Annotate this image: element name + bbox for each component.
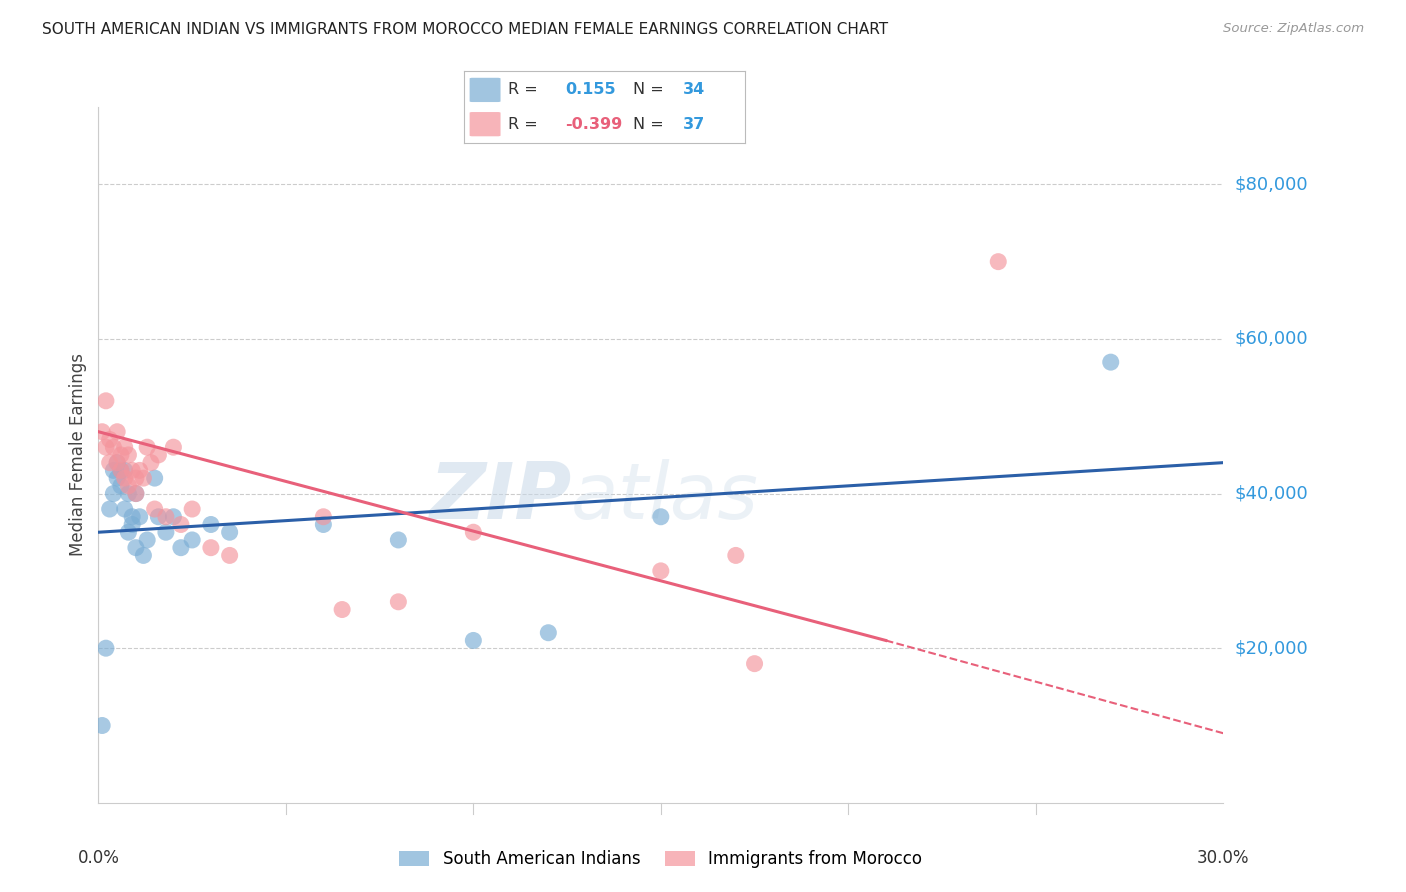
Point (650, 509, 672, 524)
Point (125, 541, 148, 555)
Point (103, 440, 125, 454)
Point (94, 393, 117, 408)
Point (114, 471, 136, 485)
Point (91, 718, 114, 732)
Point (170, 517, 193, 532)
Point (162, 509, 184, 524)
Point (132, 549, 155, 563)
Text: $20,000: $20,000 (1234, 640, 1308, 657)
Point (121, 517, 143, 532)
Point (117, 479, 139, 493)
Point (463, 525, 485, 540)
Text: $40,000: $40,000 (1234, 484, 1308, 502)
Point (200, 517, 222, 532)
Point (103, 463, 125, 477)
Point (103, 486, 125, 500)
Point (143, 502, 166, 516)
Text: 0.155: 0.155 (565, 82, 616, 97)
Point (132, 471, 155, 485)
Point (148, 509, 170, 524)
Point (155, 509, 177, 524)
Point (117, 448, 139, 462)
Point (128, 509, 150, 524)
Y-axis label: Median Female Earnings: Median Female Earnings (69, 353, 87, 557)
Point (170, 541, 193, 555)
Text: -0.399: -0.399 (565, 117, 623, 132)
Text: N =: N = (633, 82, 664, 97)
Point (387, 595, 409, 609)
Point (98, 456, 121, 470)
Point (1099, 355, 1122, 369)
Text: ZIP: ZIP (429, 458, 571, 534)
Point (105, 456, 128, 470)
Text: atlas: atlas (571, 458, 759, 534)
Point (312, 509, 335, 524)
Point (139, 456, 162, 470)
Point (330, 602, 353, 616)
Text: 37: 37 (683, 117, 706, 132)
FancyBboxPatch shape (470, 78, 501, 102)
Point (117, 525, 139, 540)
Point (125, 486, 148, 500)
Point (744, 657, 766, 671)
Point (312, 517, 335, 532)
Point (155, 525, 177, 540)
Point (110, 463, 132, 477)
Point (537, 625, 560, 640)
Point (91, 425, 114, 439)
Point (105, 456, 128, 470)
Point (98, 433, 121, 447)
Point (110, 479, 132, 493)
Text: R =: R = (508, 117, 537, 132)
Point (136, 440, 159, 454)
Point (387, 533, 409, 547)
FancyBboxPatch shape (470, 112, 501, 136)
Point (181, 533, 204, 547)
Text: $80,000: $80,000 (1234, 176, 1308, 194)
Point (110, 463, 132, 477)
Point (98, 502, 121, 516)
Point (148, 448, 170, 462)
Point (114, 502, 136, 516)
Point (114, 440, 136, 454)
Point (218, 525, 240, 540)
Point (105, 425, 128, 439)
Text: 34: 34 (683, 82, 706, 97)
Point (110, 448, 132, 462)
Text: R =: R = (508, 82, 537, 97)
Text: 30.0%: 30.0% (1197, 849, 1250, 867)
Point (200, 541, 222, 555)
Point (463, 633, 485, 648)
Point (143, 471, 166, 485)
Text: 0.0%: 0.0% (77, 849, 120, 867)
Point (218, 549, 240, 563)
Point (162, 440, 184, 454)
Point (125, 471, 148, 485)
Point (117, 486, 139, 500)
Text: $60,000: $60,000 (1234, 330, 1308, 348)
Point (181, 502, 204, 516)
Text: N =: N = (633, 117, 664, 132)
Text: SOUTH AMERICAN INDIAN VS IMMIGRANTS FROM MOROCCO MEDIAN FEMALE EARNINGS CORRELAT: SOUTH AMERICAN INDIAN VS IMMIGRANTS FROM… (42, 22, 889, 37)
Text: Source: ZipAtlas.com: Source: ZipAtlas.com (1223, 22, 1364, 36)
Point (121, 463, 143, 477)
Point (987, 254, 1010, 268)
Point (121, 509, 143, 524)
Legend: South American Indians, Immigrants from Morocco: South American Indians, Immigrants from … (392, 844, 929, 875)
Point (105, 471, 128, 485)
Point (94, 641, 117, 656)
Point (125, 486, 148, 500)
Point (650, 564, 672, 578)
Point (128, 463, 150, 477)
Point (94, 440, 117, 454)
Point (114, 463, 136, 477)
Point (136, 533, 159, 547)
Point (724, 549, 747, 563)
